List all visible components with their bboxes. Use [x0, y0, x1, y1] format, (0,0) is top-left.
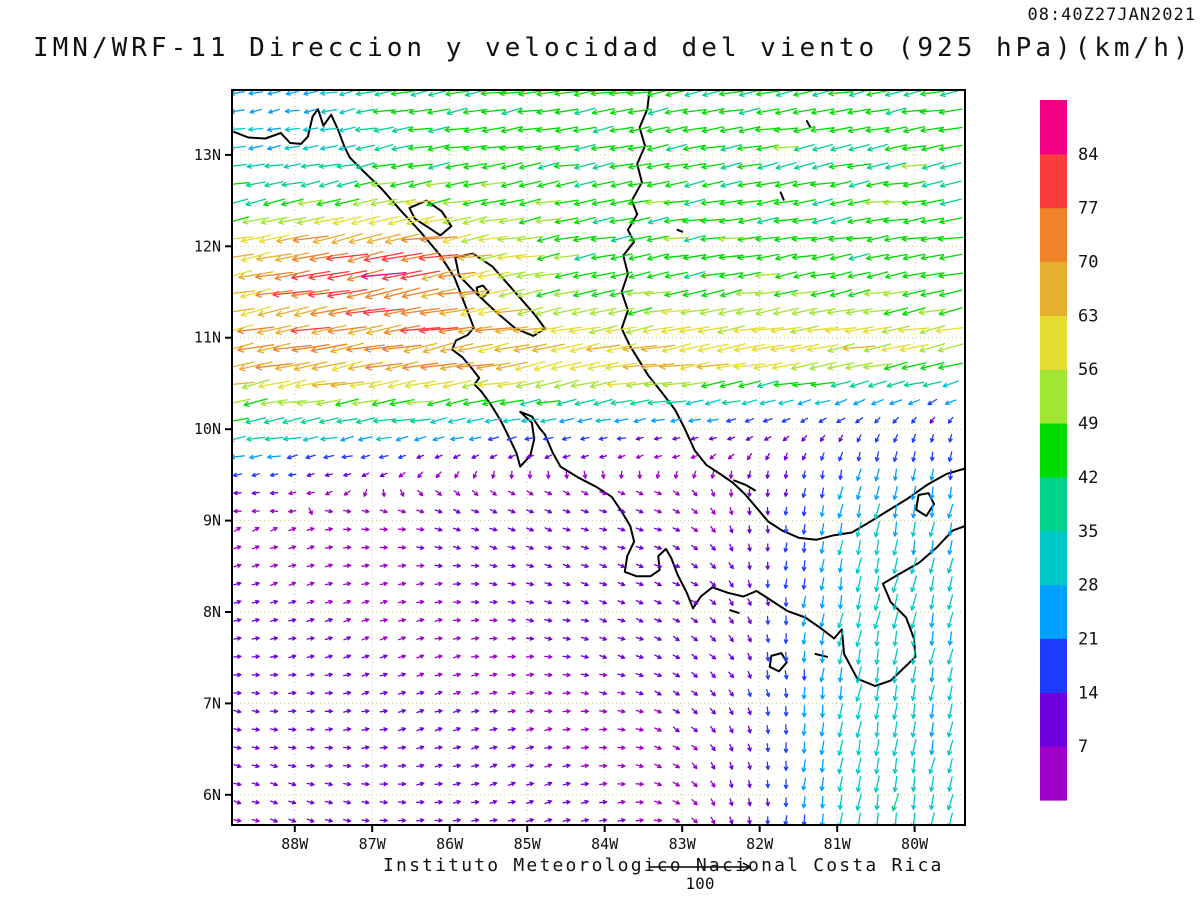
lon-axis-label: 80W: [901, 835, 929, 853]
valid-time-label: 08:40Z27JAN2021: [1027, 5, 1196, 25]
wind-vectors: [233, 91, 962, 812]
coastline-san-andres: [779, 191, 785, 201]
wind-vectors: [233, 91, 959, 824]
colorbar-label: 21: [1078, 630, 1098, 650]
lon-axis-label: 82W: [746, 835, 774, 853]
coastline-providencia: [805, 120, 811, 128]
lon-axis-label: 87W: [359, 835, 387, 853]
wind-vectors: [233, 453, 753, 824]
coastline-coiba-island: [768, 652, 788, 673]
axes: 13N 12N 11N 10N 9N 8N 7N 6N 88W 87W 86W 85W 84W 83W 82…: [194, 146, 929, 853]
colorbar-label: 84: [1078, 145, 1098, 165]
colorbar-label: 28: [1078, 576, 1098, 596]
coastline-caribbean-coast: [620, 91, 964, 541]
colorbar-segment: [1040, 692, 1067, 747]
reference-vector-head: [742, 862, 752, 872]
colorbar-segment: [1040, 315, 1067, 370]
coastline-chiriqui-islets: [729, 609, 740, 614]
reference-vector: [650, 862, 752, 872]
coastline-cebaco-island: [814, 653, 829, 658]
colorbar-label: 42: [1078, 468, 1098, 488]
colorbar-label: 49: [1078, 414, 1098, 434]
lon-axis-label: 84W: [591, 835, 619, 853]
colorbar-segment: [1040, 153, 1067, 209]
wind-vectors: [233, 144, 964, 407]
coastline-corn-islands: [676, 228, 684, 233]
lat-axis-label: 12N: [194, 237, 221, 255]
colorbar-segment: [1040, 638, 1067, 693]
coastline-gatun-lake: [915, 492, 935, 517]
colorbar-segment: [1040, 100, 1067, 155]
lat-axis-label: 10N: [194, 420, 221, 438]
coastline-lake-nicaragua: [454, 252, 546, 337]
wind-vectors: [361, 271, 407, 280]
colorbar-segment: [1040, 423, 1067, 478]
graticule: [232, 90, 965, 825]
lon-axis-label: 83W: [669, 835, 697, 853]
colorbar-label: 14: [1078, 683, 1098, 703]
colorbar-label: 63: [1078, 306, 1098, 326]
lat-axis-label: 8N: [203, 603, 221, 621]
coastline-bocas-del-toro: [733, 479, 756, 492]
colorbar-segment: [1040, 530, 1067, 586]
wind-vectors: [233, 416, 936, 824]
wind-vectors: [233, 91, 964, 422]
colorbar-label: 77: [1078, 199, 1098, 219]
lat-axis-label: 13N: [194, 146, 221, 164]
lon-axis-label: 81W: [824, 835, 852, 853]
colorbar-segment: [1040, 369, 1067, 424]
wind-vectors: [233, 398, 954, 824]
lat-axis-label: 7N: [203, 694, 221, 712]
colorbar-segment: [1040, 476, 1067, 532]
wind-vectors: [237, 235, 512, 371]
lat-axis-label: 6N: [203, 786, 221, 804]
lat-axis-label: 11N: [194, 329, 221, 347]
wind-vectors: [233, 91, 957, 824]
lon-axis-label: 86W: [436, 835, 464, 853]
credit-line: Instituto Meteorologico Nacional Costa R…: [383, 855, 944, 876]
colorbar-segment: [1040, 584, 1067, 639]
colorbar: 7 14 21 28 35 42 49 56 63 70 77 84: [1040, 100, 1098, 801]
coastlines: [233, 91, 964, 687]
wind-vector-layer: [233, 91, 964, 824]
coastline-pacific-mainland: [233, 108, 964, 687]
colorbar-segment: [1040, 746, 1067, 801]
lat-axis-label: 9N: [203, 512, 221, 530]
lon-axis-label: 88W: [281, 835, 309, 853]
plot-frame: [231, 89, 966, 826]
lon-axis-label: 85W: [514, 835, 542, 853]
colorbar-label: 35: [1078, 522, 1098, 542]
colorbar-label: 7: [1078, 737, 1088, 757]
wind-vectors: [272, 252, 459, 334]
reference-vector-value: 100: [685, 874, 715, 893]
chart-title: IMN/WRF-11 Direccion y velocidad del vie…: [33, 33, 1193, 63]
colorbar-segment: [1040, 207, 1067, 263]
colorbar-segment: [1040, 261, 1067, 316]
wind-vectors: [233, 233, 876, 389]
colorbar-label: 56: [1078, 360, 1098, 380]
colorbar-label: 70: [1078, 253, 1098, 273]
wind-vectors: [233, 199, 964, 390]
